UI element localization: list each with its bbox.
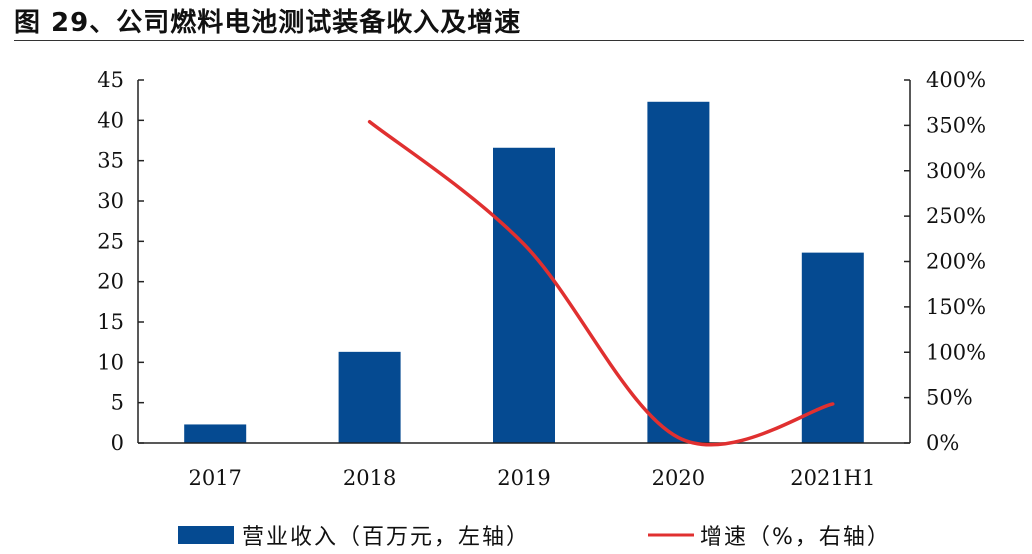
x-tick-label: 2018	[343, 466, 396, 490]
right-tick-label: 150%	[926, 295, 986, 319]
right-tick-label: 250%	[926, 204, 986, 228]
title-divider	[14, 40, 1024, 41]
x-tick-label: 2017	[188, 466, 241, 490]
legend-bar-label: 营业收入（百万元，左轴）	[242, 525, 530, 550]
left-tick-label: 45	[97, 68, 124, 92]
x-axis-ticks: 2017 2018 2019 2020 2021H1	[188, 466, 875, 490]
line-series	[367, 119, 835, 447]
x-tick-label: 2021H1	[790, 466, 875, 490]
bar-2017	[184, 424, 247, 443]
left-tick-label: 5	[111, 391, 124, 415]
bar-2018	[338, 351, 401, 443]
left-tick-label: 25	[97, 229, 124, 253]
right-axis-ticks: 0% 50% 100% 150% 200% 250% 300% 350% 400%	[904, 68, 986, 455]
right-tick-label: 350%	[926, 113, 986, 137]
growth-line	[367, 119, 835, 447]
right-tick-label: 200%	[926, 250, 986, 274]
left-axis-ticks: 0 5 10 15 20 25 30 35 40 45	[97, 68, 144, 455]
legend: 营业收入（百万元，左轴） 增速（%，右轴）	[178, 525, 891, 550]
legend-bar-swatch	[178, 526, 234, 544]
x-tick-label: 2020	[652, 466, 705, 490]
right-tick-label: 400%	[926, 68, 986, 92]
bar-2019	[493, 147, 555, 443]
left-tick-label: 40	[97, 108, 124, 132]
bar-series	[184, 101, 864, 443]
chart-title: 图 29、公司燃料电池测试装备收入及增速	[14, 8, 522, 38]
left-tick-label: 30	[97, 189, 124, 213]
left-tick-label: 15	[97, 310, 124, 334]
left-tick-label: 0	[111, 431, 124, 455]
bar-2020	[647, 101, 710, 443]
right-tick-label: 0%	[926, 431, 959, 455]
right-tick-label: 100%	[926, 340, 986, 364]
legend-line-label: 增速（%，右轴）	[700, 525, 891, 550]
left-tick-label: 10	[97, 350, 124, 374]
left-tick-label: 20	[97, 270, 124, 294]
x-tick-label: 2019	[497, 466, 550, 490]
left-tick-label: 35	[97, 149, 124, 173]
right-tick-label: 50%	[926, 386, 973, 410]
right-tick-label: 300%	[926, 159, 986, 183]
